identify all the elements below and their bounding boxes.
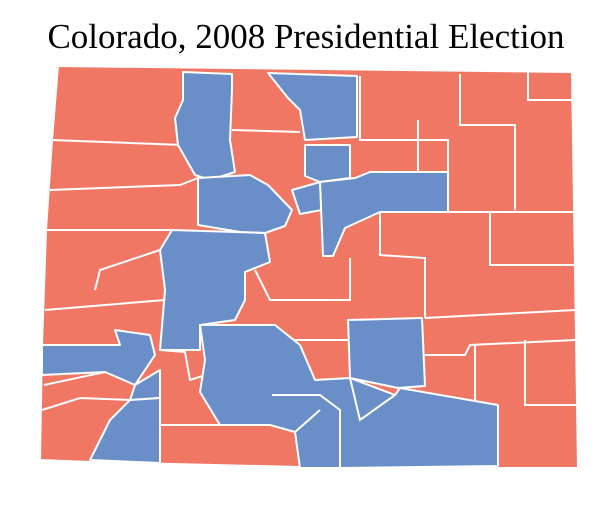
- county-border: [94, 249, 161, 291]
- county-border: [285, 258, 351, 301]
- county-border: [379, 212, 426, 318]
- county: [199, 324, 499, 469]
- county-border: [459, 74, 516, 210]
- county: [319, 171, 449, 257]
- county-border: [44, 299, 166, 311]
- county-border: [49, 177, 199, 191]
- counties: [39, 65, 579, 469]
- county: [159, 229, 271, 351]
- county-border: [231, 129, 301, 133]
- county: [267, 72, 358, 141]
- county: [304, 144, 351, 183]
- county-border: [425, 339, 576, 356]
- state: [39, 65, 579, 469]
- county-border: [272, 394, 341, 468]
- map-title: Colorado, 2008 Presidential Election: [47, 17, 564, 56]
- county: [89, 397, 161, 464]
- county-border: [254, 269, 285, 301]
- county-border: [41, 396, 131, 411]
- county-border: [527, 72, 572, 101]
- county: [347, 317, 426, 389]
- county-border: [349, 377, 396, 422]
- county: [197, 174, 293, 234]
- county-border: [294, 409, 321, 433]
- county-border: [51, 139, 184, 146]
- county-border: [424, 309, 576, 319]
- county-border: [489, 212, 575, 266]
- county-border: [359, 76, 449, 172]
- county-border: [524, 340, 578, 406]
- county: [41, 329, 156, 386]
